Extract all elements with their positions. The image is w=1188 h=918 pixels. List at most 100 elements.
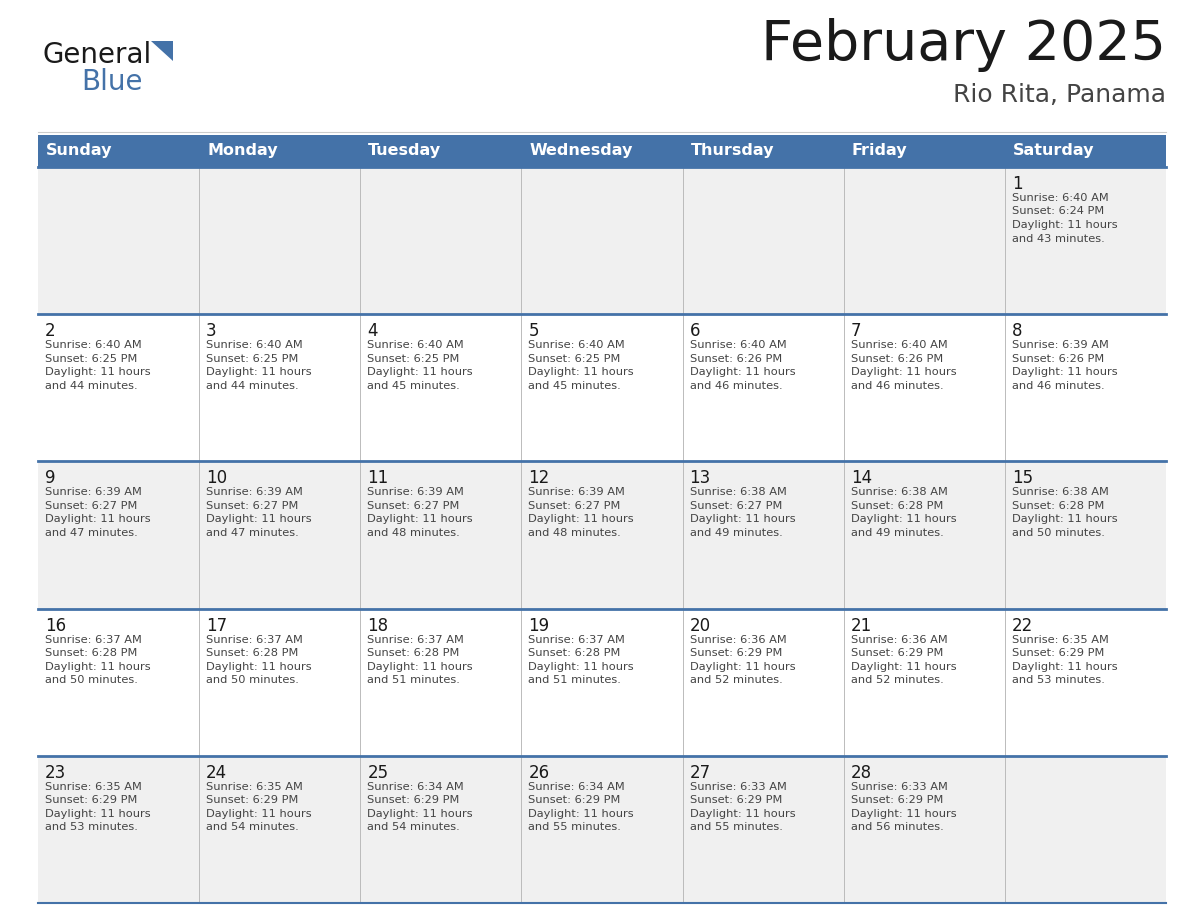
Text: Daylight: 11 hours: Daylight: 11 hours — [851, 662, 956, 672]
Text: Daylight: 11 hours: Daylight: 11 hours — [367, 662, 473, 672]
Text: Daylight: 11 hours: Daylight: 11 hours — [529, 662, 634, 672]
Text: Daylight: 11 hours: Daylight: 11 hours — [207, 809, 311, 819]
Text: Daylight: 11 hours: Daylight: 11 hours — [1012, 514, 1118, 524]
Polygon shape — [151, 41, 173, 61]
Text: Sunrise: 6:39 AM: Sunrise: 6:39 AM — [207, 487, 303, 498]
Text: and 52 minutes.: and 52 minutes. — [851, 675, 943, 685]
Text: Sunset: 6:26 PM: Sunset: 6:26 PM — [689, 353, 782, 364]
Text: Sunrise: 6:40 AM: Sunrise: 6:40 AM — [1012, 193, 1108, 203]
Text: Sunset: 6:28 PM: Sunset: 6:28 PM — [207, 648, 298, 658]
Text: Sunset: 6:25 PM: Sunset: 6:25 PM — [45, 353, 138, 364]
Text: and 56 minutes.: and 56 minutes. — [851, 823, 943, 833]
Text: Daylight: 11 hours: Daylight: 11 hours — [689, 514, 795, 524]
Text: 10: 10 — [207, 469, 227, 487]
Text: and 43 minutes.: and 43 minutes. — [1012, 233, 1105, 243]
Text: 14: 14 — [851, 469, 872, 487]
Text: Daylight: 11 hours: Daylight: 11 hours — [45, 514, 151, 524]
Text: and 49 minutes.: and 49 minutes. — [689, 528, 783, 538]
Text: 23: 23 — [45, 764, 67, 782]
Text: Sunrise: 6:37 AM: Sunrise: 6:37 AM — [207, 634, 303, 644]
Text: Daylight: 11 hours: Daylight: 11 hours — [689, 809, 795, 819]
Text: Sunset: 6:28 PM: Sunset: 6:28 PM — [367, 648, 460, 658]
Text: Sunday: Sunday — [46, 143, 113, 159]
Text: Sunrise: 6:39 AM: Sunrise: 6:39 AM — [45, 487, 141, 498]
Text: Sunrise: 6:40 AM: Sunrise: 6:40 AM — [367, 341, 465, 350]
Text: Daylight: 11 hours: Daylight: 11 hours — [1012, 367, 1118, 377]
Text: Daylight: 11 hours: Daylight: 11 hours — [529, 809, 634, 819]
Text: 1: 1 — [1012, 175, 1023, 193]
Text: Daylight: 11 hours: Daylight: 11 hours — [207, 662, 311, 672]
Text: Sunrise: 6:38 AM: Sunrise: 6:38 AM — [851, 487, 948, 498]
Text: Sunset: 6:27 PM: Sunset: 6:27 PM — [689, 501, 782, 511]
Text: Daylight: 11 hours: Daylight: 11 hours — [851, 514, 956, 524]
Text: Sunset: 6:29 PM: Sunset: 6:29 PM — [45, 795, 138, 805]
Text: Sunrise: 6:33 AM: Sunrise: 6:33 AM — [689, 782, 786, 792]
Text: Sunset: 6:24 PM: Sunset: 6:24 PM — [1012, 207, 1104, 217]
Text: Sunset: 6:29 PM: Sunset: 6:29 PM — [207, 795, 298, 805]
Text: 26: 26 — [529, 764, 550, 782]
Text: Sunset: 6:28 PM: Sunset: 6:28 PM — [1012, 501, 1104, 511]
Text: Sunset: 6:29 PM: Sunset: 6:29 PM — [851, 795, 943, 805]
Text: Sunrise: 6:40 AM: Sunrise: 6:40 AM — [207, 341, 303, 350]
Text: and 53 minutes.: and 53 minutes. — [45, 823, 138, 833]
Text: and 47 minutes.: and 47 minutes. — [45, 528, 138, 538]
Text: and 50 minutes.: and 50 minutes. — [45, 675, 138, 685]
Text: 3: 3 — [207, 322, 216, 341]
Text: and 48 minutes.: and 48 minutes. — [367, 528, 460, 538]
Text: 28: 28 — [851, 764, 872, 782]
Text: Sunrise: 6:35 AM: Sunrise: 6:35 AM — [1012, 634, 1108, 644]
Text: Sunrise: 6:38 AM: Sunrise: 6:38 AM — [689, 487, 786, 498]
Text: Sunrise: 6:34 AM: Sunrise: 6:34 AM — [367, 782, 465, 792]
Text: Daylight: 11 hours: Daylight: 11 hours — [45, 809, 151, 819]
Text: and 51 minutes.: and 51 minutes. — [529, 675, 621, 685]
Text: Sunset: 6:29 PM: Sunset: 6:29 PM — [689, 648, 782, 658]
Text: Sunset: 6:29 PM: Sunset: 6:29 PM — [851, 648, 943, 658]
Text: and 50 minutes.: and 50 minutes. — [207, 675, 299, 685]
Text: Tuesday: Tuesday — [368, 143, 442, 159]
Text: Sunset: 6:29 PM: Sunset: 6:29 PM — [529, 795, 621, 805]
Text: and 53 minutes.: and 53 minutes. — [1012, 675, 1105, 685]
Text: 12: 12 — [529, 469, 550, 487]
Text: Sunset: 6:26 PM: Sunset: 6:26 PM — [1012, 353, 1104, 364]
Text: Sunrise: 6:34 AM: Sunrise: 6:34 AM — [529, 782, 625, 792]
Text: and 47 minutes.: and 47 minutes. — [207, 528, 299, 538]
Text: Sunrise: 6:37 AM: Sunrise: 6:37 AM — [529, 634, 625, 644]
Text: Sunrise: 6:35 AM: Sunrise: 6:35 AM — [45, 782, 141, 792]
Bar — [38, 462, 1165, 609]
Text: Daylight: 11 hours: Daylight: 11 hours — [689, 662, 795, 672]
Text: and 46 minutes.: and 46 minutes. — [1012, 381, 1105, 391]
Text: 20: 20 — [689, 617, 710, 634]
Text: 27: 27 — [689, 764, 710, 782]
Text: and 51 minutes.: and 51 minutes. — [367, 675, 460, 685]
Text: Sunset: 6:26 PM: Sunset: 6:26 PM — [851, 353, 943, 364]
Text: Daylight: 11 hours: Daylight: 11 hours — [367, 514, 473, 524]
Text: Sunrise: 6:39 AM: Sunrise: 6:39 AM — [1012, 341, 1108, 350]
Text: and 46 minutes.: and 46 minutes. — [689, 381, 782, 391]
Text: and 44 minutes.: and 44 minutes. — [207, 381, 298, 391]
Text: 17: 17 — [207, 617, 227, 634]
Text: Daylight: 11 hours: Daylight: 11 hours — [207, 514, 311, 524]
Text: Sunset: 6:25 PM: Sunset: 6:25 PM — [367, 353, 460, 364]
Text: Sunset: 6:29 PM: Sunset: 6:29 PM — [1012, 648, 1104, 658]
Text: and 55 minutes.: and 55 minutes. — [529, 823, 621, 833]
Text: Monday: Monday — [207, 143, 278, 159]
Text: Daylight: 11 hours: Daylight: 11 hours — [529, 367, 634, 377]
Text: and 54 minutes.: and 54 minutes. — [207, 823, 299, 833]
Text: 4: 4 — [367, 322, 378, 341]
Text: and 49 minutes.: and 49 minutes. — [851, 528, 943, 538]
Text: 2: 2 — [45, 322, 56, 341]
Text: 19: 19 — [529, 617, 550, 634]
Text: Friday: Friday — [852, 143, 908, 159]
Text: Daylight: 11 hours: Daylight: 11 hours — [689, 367, 795, 377]
Text: 16: 16 — [45, 617, 67, 634]
Text: Daylight: 11 hours: Daylight: 11 hours — [1012, 662, 1118, 672]
Text: and 45 minutes.: and 45 minutes. — [529, 381, 621, 391]
Text: 9: 9 — [45, 469, 56, 487]
Text: 22: 22 — [1012, 617, 1034, 634]
Text: 6: 6 — [689, 322, 700, 341]
Text: and 52 minutes.: and 52 minutes. — [689, 675, 783, 685]
Text: Wednesday: Wednesday — [530, 143, 633, 159]
Text: Sunrise: 6:37 AM: Sunrise: 6:37 AM — [367, 634, 465, 644]
Text: Sunrise: 6:36 AM: Sunrise: 6:36 AM — [689, 634, 786, 644]
Text: Daylight: 11 hours: Daylight: 11 hours — [207, 367, 311, 377]
